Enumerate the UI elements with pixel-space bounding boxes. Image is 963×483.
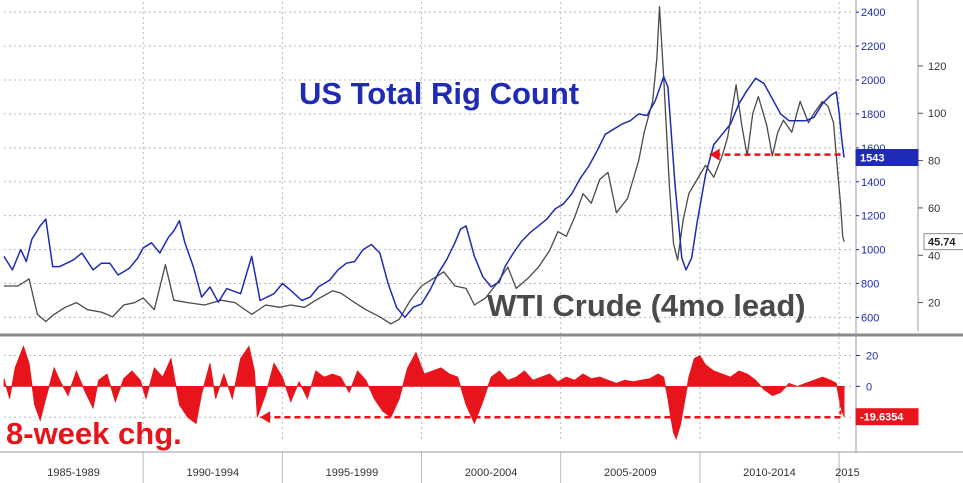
annotation-wti-crude: WTI Crude (4mo lead): [487, 288, 806, 323]
last-value-8-week-change-bg: [855, 408, 919, 426]
left-axis-tick-label: 1200: [861, 211, 885, 223]
annotation-rig-count: US Total Rig Count: [299, 76, 579, 111]
reference-arrow-change-level-head: [260, 411, 271, 424]
x-axis-period-label: 2010-2014: [743, 467, 796, 479]
annotation-8-week-change: 8-week chg.: [6, 416, 182, 451]
left-axis-tick-label: 600: [861, 312, 879, 324]
last-value-wti-crude-bg: [923, 233, 963, 251]
right-axis-tick-label: 120: [928, 61, 946, 73]
right-axis-tick-label: 40: [928, 250, 940, 262]
lower-axis-tick-label: 20: [866, 350, 878, 362]
last-value-rig-count: 1543: [860, 153, 884, 165]
last-value-rig-count-bg: [855, 149, 919, 167]
left-axis-tick-label: 2000: [861, 75, 885, 87]
change-area-layer: [3, 345, 845, 441]
series-line-rig-count: [3, 75, 845, 319]
last-value-wti-crude: 45.74: [928, 237, 956, 249]
right-axis-tick-label: 20: [928, 298, 940, 310]
reference-arrow-rig-level-head: [709, 148, 720, 161]
left-axis-tick-label: 1800: [861, 109, 885, 121]
x-axis-period-label: 2005-2009: [604, 467, 657, 479]
right-axis-tick-label: 100: [928, 108, 946, 120]
left-axis-tick-label: 1000: [861, 245, 885, 257]
series-line-wti-crude: [4, 6, 845, 325]
left-axis-tick-label: 2200: [861, 41, 885, 53]
x-axis-period-label: 2000-2004: [465, 467, 518, 479]
x-axis-period-label: 1990-1994: [186, 467, 239, 479]
left-axis-tick-label: 1400: [861, 177, 885, 189]
left-axis-tick-label: 2400: [861, 7, 885, 19]
x-axis-period-label: 1995-1999: [326, 467, 379, 479]
x-axis-period-label: 2015: [835, 467, 859, 479]
left-axis-tick-label: 800: [861, 279, 879, 291]
right-axis-tick-label: 60: [928, 203, 940, 215]
annotation-layer: US Total Rig Count WTI Crude (4mo lead) …: [6, 76, 806, 451]
lower-axis-tick-label: 0: [866, 381, 872, 393]
x-axis-period-label: 1985-1989: [47, 467, 100, 479]
series-area-8-week-change: [3, 345, 845, 441]
right-axis-tick-label: 80: [928, 156, 940, 168]
last-value-8-week-change: -19.6354: [860, 412, 904, 424]
reference-arrows-layer: [260, 148, 842, 424]
series-lines-layer: [3, 6, 845, 325]
